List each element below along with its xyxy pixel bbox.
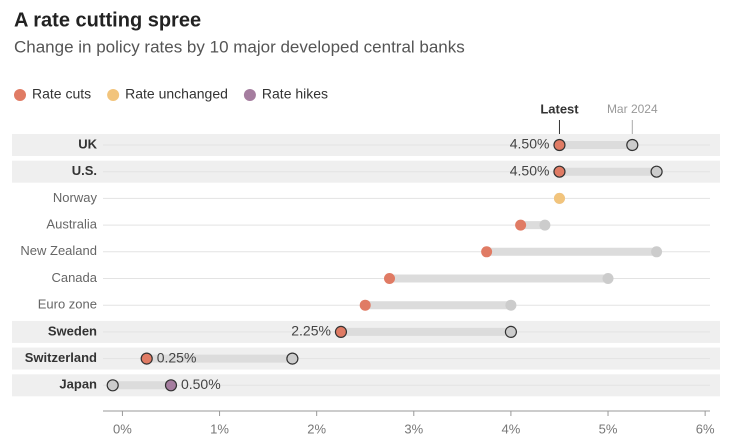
legend-swatch xyxy=(107,89,120,101)
latest-dot xyxy=(384,273,396,284)
latest-dot xyxy=(553,192,565,204)
previous-dot xyxy=(539,219,551,231)
latest-dot xyxy=(553,138,566,152)
previous-dot xyxy=(602,273,614,284)
previous-dot xyxy=(651,246,663,258)
value-label: 4.50% xyxy=(510,162,550,178)
latest-dot xyxy=(140,352,153,365)
x-tick-label: 6% xyxy=(696,421,715,436)
previous-dot xyxy=(106,379,119,392)
series-header: Latest xyxy=(540,101,579,116)
legend-label: Rate unchanged xyxy=(125,86,228,102)
chart-title: A rate cutting spree xyxy=(14,9,201,31)
previous-dot xyxy=(650,165,663,178)
category-label: Norway xyxy=(53,190,98,205)
value-label: 0.25% xyxy=(157,349,197,365)
latest-dot xyxy=(334,325,348,338)
category-label: Sweden xyxy=(48,323,97,338)
x-tick-label: 0% xyxy=(113,421,132,436)
series-header: Mar 2024 xyxy=(607,102,658,116)
chart-subtitle: Change in policy rates by 10 major devel… xyxy=(14,37,465,56)
latest-dot xyxy=(553,165,566,178)
legend-swatch xyxy=(243,89,256,101)
value-label: 2.25% xyxy=(291,323,331,339)
value-label: 0.50% xyxy=(181,376,221,392)
x-tick-label: 1% xyxy=(210,421,229,436)
x-tick-label: 3% xyxy=(404,421,423,436)
previous-dot xyxy=(505,299,517,311)
x-tick-label: 5% xyxy=(599,421,618,436)
x-tick-label: 2% xyxy=(307,421,326,436)
category-label: U.S. xyxy=(72,163,97,178)
latest-dot xyxy=(481,246,493,258)
category-label: Canada xyxy=(51,270,97,285)
previous-dot xyxy=(626,138,639,152)
x-tick-label: 4% xyxy=(502,421,521,436)
previous-dot xyxy=(504,325,518,338)
category-label: Australia xyxy=(46,217,97,232)
legend-label: Rate cuts xyxy=(32,86,91,102)
category-label: Japan xyxy=(59,377,97,392)
latest-dot xyxy=(359,299,371,311)
latest-dot xyxy=(164,379,178,392)
value-label: 4.50% xyxy=(510,136,550,152)
category-label: Switzerland xyxy=(25,350,97,365)
category-label: UK xyxy=(78,136,97,151)
legend-label: Rate hikes xyxy=(262,86,328,102)
category-label: Euro zone xyxy=(38,297,97,312)
latest-dot xyxy=(515,219,527,231)
previous-dot xyxy=(286,352,299,365)
category-label: New Zealand xyxy=(20,243,97,258)
legend-swatch xyxy=(14,89,26,101)
